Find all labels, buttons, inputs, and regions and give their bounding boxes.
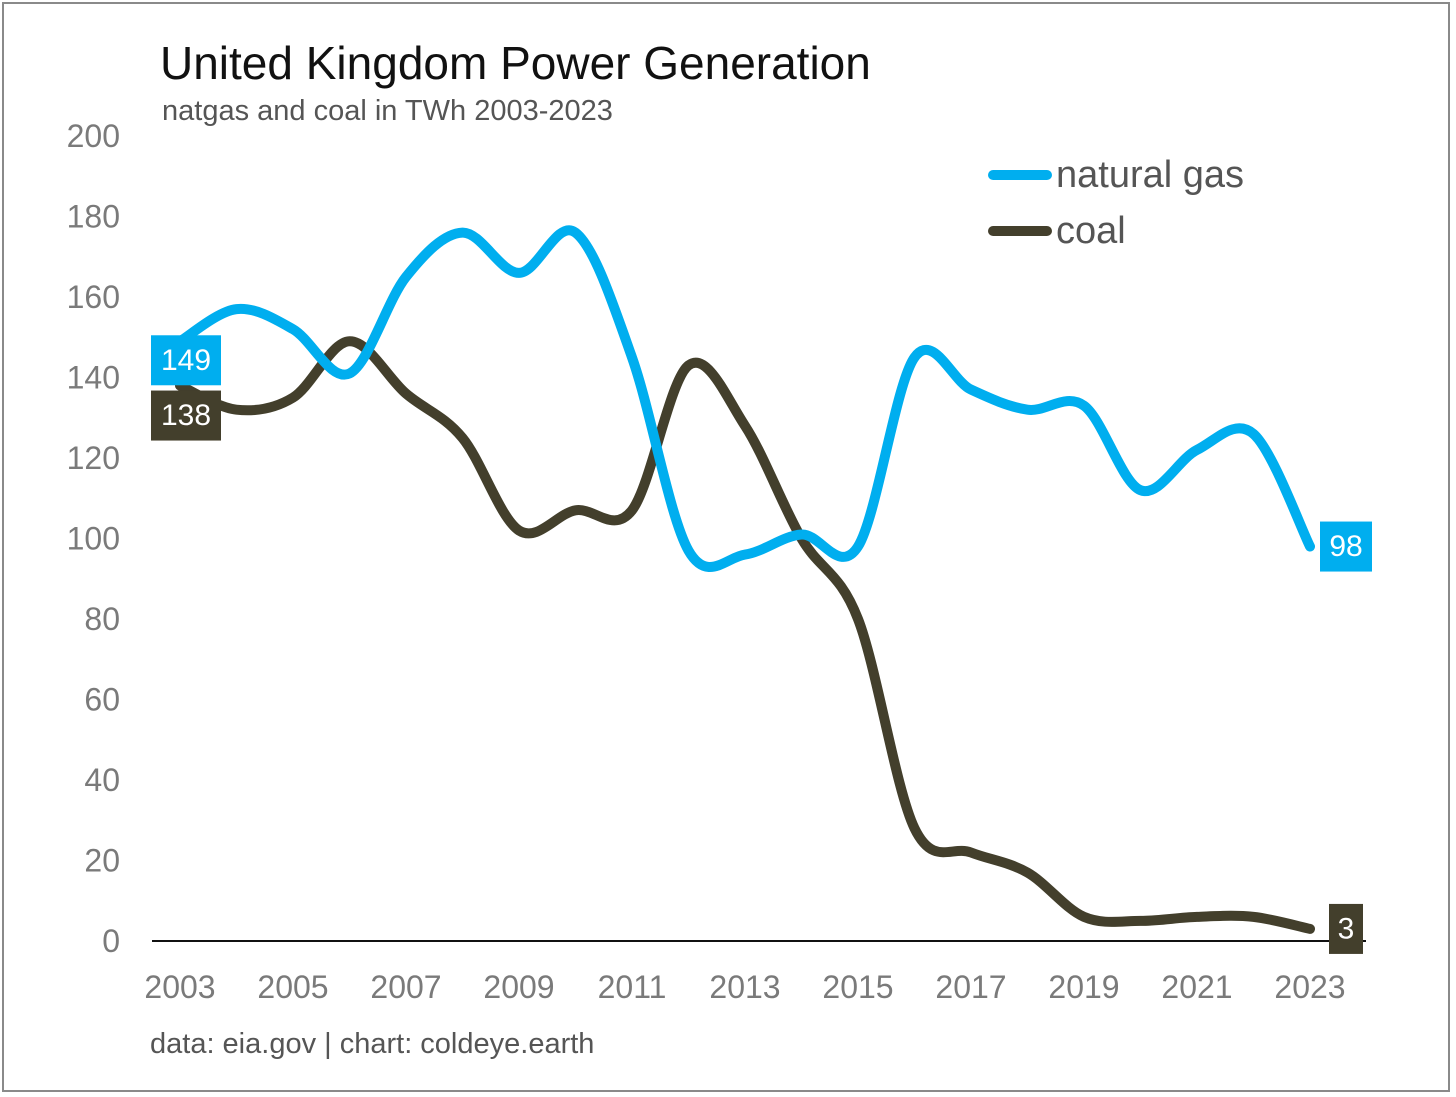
y-tick-label: 140 [67, 360, 120, 396]
legend-swatch-coal [988, 226, 1052, 236]
y-tick-label: 40 [84, 762, 120, 798]
legend-swatch-natural-gas [988, 170, 1052, 180]
chart-subtitle: natgas and coal in TWh 2003-2023 [162, 95, 613, 127]
y-tick-label: 160 [67, 279, 120, 315]
y-axis-ticks: 0 20 40 60 80 100 120 140 160 180 200 [67, 118, 120, 959]
data-label-box [151, 335, 221, 386]
data-label-box [1320, 521, 1372, 572]
data-label-text: 138 [161, 399, 211, 432]
y-tick-label: 80 [84, 601, 120, 637]
x-tick-label: 2005 [257, 969, 328, 1005]
y-tick-label: 180 [67, 199, 120, 235]
series-line-natural-gas [175, 225, 1315, 572]
y-tick-label: 100 [67, 521, 120, 557]
x-tick-label: 2003 [144, 969, 215, 1005]
chart-source-note: data: eia.gov | chart: coldeye.earth [150, 1028, 595, 1060]
data-label-box [1329, 903, 1363, 954]
data-label-text: 3 [1338, 912, 1355, 945]
x-tick-label: 2021 [1161, 969, 1232, 1005]
data-label-natural-gas-end: 98 [1320, 521, 1372, 572]
data-label-coal-start: 138 [151, 390, 221, 441]
legend-label-coal: coal [1056, 209, 1126, 252]
x-tick-label: 2019 [1048, 969, 1119, 1005]
y-tick-label: 20 [84, 843, 120, 879]
x-tick-label: 2009 [483, 969, 554, 1005]
data-label-box [151, 390, 221, 441]
y-tick-label: 60 [84, 682, 120, 718]
x-tick-label: 2011 [598, 969, 667, 1005]
data-label-text: 98 [1329, 530, 1362, 563]
x-tick-label: 2007 [370, 969, 441, 1005]
series-lines [175, 225, 1315, 934]
chart-title: United Kingdom Power Generation [160, 37, 871, 89]
data-label-natural-gas-start: 149 [151, 335, 221, 386]
data-labels: 149 138 98 3 [151, 335, 1372, 954]
legend-label-natural-gas: natural gas [1056, 153, 1245, 196]
y-tick-label: 0 [102, 923, 120, 959]
data-label-text: 149 [161, 344, 211, 377]
y-tick-label: 200 [67, 118, 120, 154]
x-tick-label: 2023 [1274, 969, 1345, 1005]
y-tick-label: 120 [67, 440, 120, 476]
legend-item-coal: coal [988, 209, 1126, 252]
x-axis-ticks: 2003 2005 2007 2009 2011 2013 2015 2017 2019 2021… [144, 969, 1345, 1005]
series-line-coal [175, 336, 1315, 934]
x-tick-label: 2017 [935, 969, 1006, 1005]
data-label-coal-end: 3 [1329, 903, 1363, 954]
x-tick-label: 2015 [822, 969, 893, 1005]
x-tick-label: 2013 [709, 969, 780, 1005]
legend-item-natural-gas: natural gas [988, 153, 1245, 196]
